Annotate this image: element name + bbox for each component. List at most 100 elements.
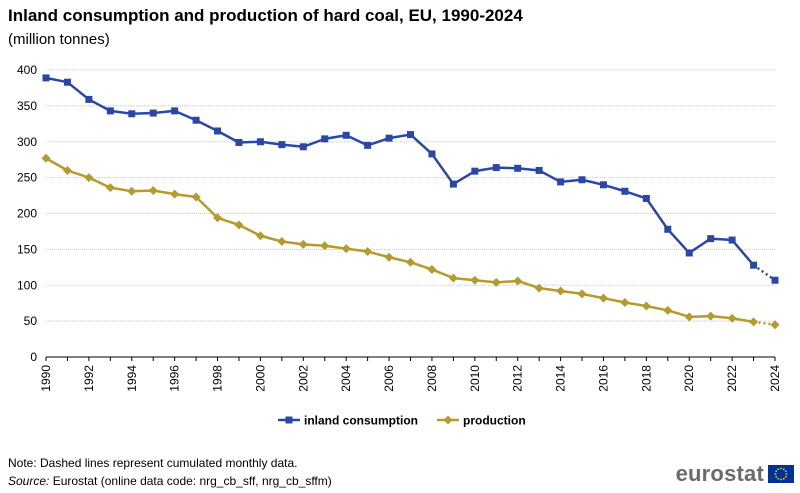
data-point — [706, 311, 716, 321]
x-tick-label: 2012 — [511, 365, 525, 392]
data-point — [428, 150, 436, 158]
data-point — [298, 239, 308, 249]
y-tick-label: 250 — [17, 171, 37, 185]
data-point — [171, 107, 179, 115]
flag-star — [774, 473, 777, 475]
data-point — [85, 95, 93, 103]
data-point — [127, 186, 137, 196]
y-tick-label: 300 — [17, 135, 37, 149]
data-point — [62, 165, 72, 175]
y-tick-label: 100 — [17, 278, 37, 292]
data-point — [470, 275, 480, 285]
legend-marker — [285, 416, 293, 424]
data-point — [513, 276, 523, 286]
data-point — [750, 261, 758, 269]
data-point — [148, 186, 158, 196]
flag-star — [775, 475, 778, 478]
data-point — [41, 153, 51, 163]
data-point — [664, 225, 672, 233]
data-point — [255, 231, 265, 241]
data-point — [42, 74, 50, 82]
chart-title: Inland consumption and production of har… — [8, 6, 523, 25]
gridlines — [46, 69, 775, 322]
x-tick-label: 2016 — [596, 365, 610, 392]
data-point — [471, 167, 479, 175]
data-point — [192, 116, 200, 124]
flag-star — [777, 477, 780, 480]
flag-star — [775, 470, 778, 473]
y-tick-label: 200 — [17, 207, 37, 221]
x-tick-label: 1990 — [39, 365, 53, 392]
data-point — [170, 189, 180, 199]
data-point — [341, 244, 351, 254]
x-tick-label: 2010 — [468, 365, 482, 392]
data-point — [621, 187, 629, 195]
y-tick-label: 0 — [30, 350, 37, 364]
series-line — [45, 76, 755, 266]
data-point — [749, 317, 759, 327]
flag-star — [782, 468, 785, 471]
data-point — [684, 312, 694, 322]
data-point — [191, 192, 201, 202]
data-point — [491, 277, 501, 287]
data-point — [235, 138, 243, 146]
data-point — [363, 247, 373, 257]
data-point — [641, 301, 651, 311]
series — [41, 74, 780, 330]
data-point — [535, 166, 543, 174]
x-tick-label: 2020 — [682, 365, 696, 392]
series-line — [45, 157, 754, 324]
source-text: Eurostat (online data code: nrg_cb_sff, … — [52, 474, 332, 488]
data-point — [492, 164, 500, 172]
data-point — [234, 220, 244, 230]
data-point — [321, 135, 329, 143]
source-label: Source: — [8, 474, 50, 488]
legend-label: production — [463, 414, 526, 428]
data-point — [663, 305, 673, 315]
chart-note: Note: Dashed lines represent cumulated m… — [8, 456, 298, 470]
data-point — [256, 138, 264, 146]
series-line-dashed — [752, 264, 776, 282]
flag-star — [784, 475, 787, 478]
data-point — [448, 273, 458, 283]
data-point — [514, 164, 522, 172]
legend: inland consumption production — [278, 414, 526, 428]
flag-star — [785, 473, 788, 475]
x-tick-label: 2008 — [425, 365, 439, 392]
x-tick-label: 2004 — [339, 365, 353, 392]
data-point — [727, 313, 737, 323]
data-point — [557, 178, 565, 186]
data-point — [534, 283, 544, 293]
data-point — [642, 194, 650, 202]
chart-source: Source: Eurostat (online data code: nrg_… — [8, 474, 332, 488]
data-point — [106, 107, 114, 115]
data-point — [449, 180, 457, 188]
data-point — [299, 143, 307, 151]
data-point — [320, 241, 330, 251]
logo-text: eurostat — [675, 461, 764, 486]
eu-flag-icon — [768, 465, 794, 483]
data-point — [105, 183, 115, 193]
data-point — [406, 257, 415, 267]
x-tick-label: 1998 — [211, 365, 225, 392]
flag-star — [784, 470, 787, 473]
data-point — [84, 173, 94, 183]
eurostat-logo: eurostat — [676, 461, 794, 487]
data-point — [364, 141, 372, 149]
y-tick-label: 350 — [17, 99, 37, 113]
data-point — [407, 131, 414, 139]
x-tick-label: 2022 — [725, 365, 739, 392]
data-point — [63, 78, 71, 86]
y-tick-label: 400 — [17, 63, 37, 77]
data-point — [770, 320, 780, 330]
data-point — [707, 235, 715, 243]
y-tick-label: 50 — [24, 314, 38, 328]
x-tick-label: 1994 — [125, 365, 139, 392]
data-point — [728, 236, 736, 244]
flag-star — [780, 478, 782, 481]
legend-label: inland consumption — [304, 414, 418, 428]
data-point — [384, 252, 394, 262]
legend-marker — [443, 415, 453, 425]
series-line-dashed — [753, 320, 776, 326]
